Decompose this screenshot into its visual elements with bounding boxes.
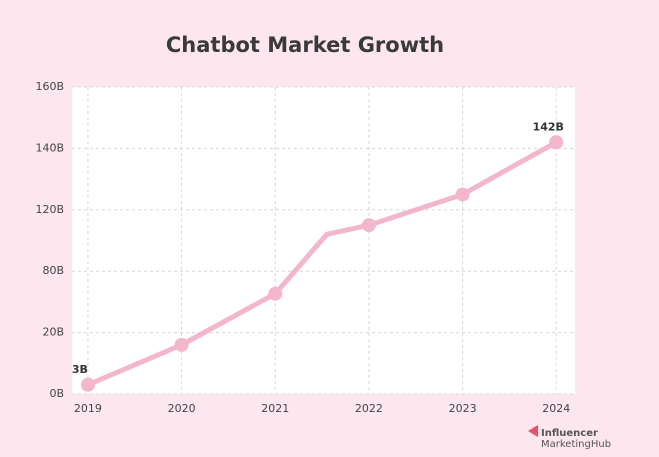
logo-text: MarketingHub — [541, 439, 611, 450]
chart-title: Chatbot Market Growth — [166, 33, 444, 57]
marker — [455, 187, 470, 202]
logo-icon — [528, 425, 538, 437]
logo: Influencer MarketingHub — [528, 425, 611, 450]
data-label: 3B — [72, 363, 88, 376]
x-tick-label: 2024 — [542, 402, 570, 415]
x-tick-label: 2022 — [355, 402, 383, 415]
marker — [549, 135, 564, 150]
x-tick-label: 2021 — [261, 402, 289, 415]
x-tick-label: 2019 — [74, 402, 102, 415]
marker — [268, 286, 283, 301]
marker — [361, 218, 376, 233]
logo-text: Influencer — [541, 428, 598, 439]
y-tick-label: 20B — [42, 326, 64, 339]
marker — [174, 337, 189, 352]
x-tick-label: 2023 — [449, 402, 477, 415]
y-tick-label: 0B — [49, 387, 64, 400]
marker — [80, 377, 95, 392]
y-tick-label: 120B — [35, 203, 64, 216]
y-tick-label: 80B — [42, 264, 64, 277]
data-label: 142B — [533, 120, 564, 133]
y-tick-label: 160B — [35, 80, 64, 93]
y-tick-label: 140B — [35, 141, 64, 154]
x-tick-label: 2020 — [168, 402, 196, 415]
